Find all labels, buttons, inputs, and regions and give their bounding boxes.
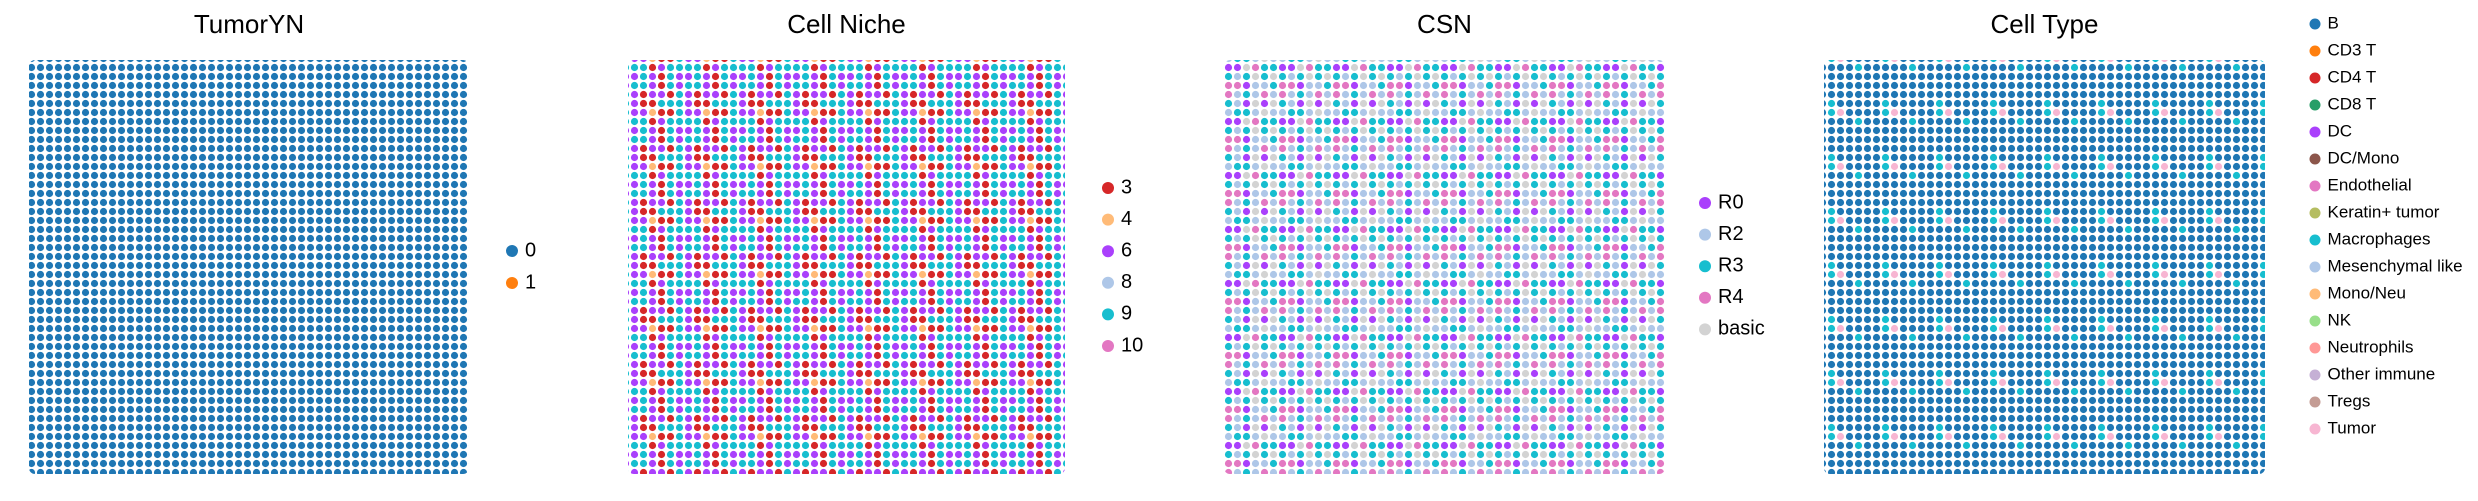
legend-label: Tregs bbox=[2328, 391, 2371, 410]
legend-marker bbox=[1699, 228, 1711, 241]
legend-label: R0 bbox=[1718, 191, 1744, 213]
legend-marker bbox=[1699, 260, 1711, 273]
legend-marker bbox=[1102, 276, 1114, 289]
legend-marker bbox=[2309, 342, 2321, 354]
legend-marker bbox=[506, 277, 518, 289]
legend-label: Tumor bbox=[2328, 418, 2377, 437]
legend-marker bbox=[2309, 207, 2321, 219]
legend-marker bbox=[2309, 180, 2321, 192]
legend-label: B bbox=[2328, 13, 2339, 32]
legend-marker bbox=[2309, 99, 2321, 111]
legend-marker bbox=[2309, 234, 2321, 246]
legend-label: CD3 T bbox=[2328, 40, 2377, 59]
legend-label: Other immune bbox=[2328, 364, 2436, 383]
legend-marker bbox=[2309, 315, 2321, 327]
legend-label: 9 bbox=[1121, 303, 1132, 325]
point-cloud bbox=[1824, 60, 2265, 474]
legend-marker bbox=[1102, 340, 1114, 352]
legend-marker bbox=[2309, 45, 2321, 57]
legend-marker bbox=[1699, 323, 1711, 336]
legend-label: Neutrophils bbox=[2328, 337, 2414, 356]
legend-marker bbox=[2309, 261, 2321, 273]
point-cloud bbox=[628, 60, 1065, 474]
chart-title: Cell Niche bbox=[787, 9, 906, 39]
legend-label: Endothelial bbox=[2328, 175, 2412, 194]
legend-label: 1 bbox=[525, 271, 536, 293]
legend-marker bbox=[2309, 126, 2321, 138]
legend-marker bbox=[1699, 197, 1711, 209]
legend-marker bbox=[2309, 153, 2321, 165]
legend-label: 3 bbox=[1121, 176, 1132, 198]
legend-label: 6 bbox=[1121, 239, 1132, 261]
legend-label: 4 bbox=[1121, 208, 1132, 230]
legend-marker bbox=[2309, 396, 2321, 408]
point-cloud bbox=[1224, 60, 1665, 474]
legend-marker bbox=[2309, 423, 2321, 435]
legend-label: basic bbox=[1718, 318, 1765, 340]
legend-label: R3 bbox=[1718, 254, 1744, 276]
legend-marker bbox=[1102, 213, 1114, 226]
legend-label: Macrophages bbox=[2328, 229, 2431, 248]
chart-title: Cell Type bbox=[1991, 9, 2099, 39]
legend-marker bbox=[1102, 308, 1114, 321]
legend-label: DC/Mono bbox=[2328, 148, 2400, 167]
chart-title: CSN bbox=[1417, 9, 1472, 39]
legend-label: 0 bbox=[525, 239, 536, 261]
legend-label: CD8 T bbox=[2328, 94, 2377, 113]
legend-label: Mesenchymal like bbox=[2328, 256, 2463, 275]
legend-marker bbox=[2309, 18, 2321, 30]
legend-marker bbox=[1102, 182, 1114, 194]
legend-label: NK bbox=[2328, 310, 2352, 329]
legend-label: 10 bbox=[1121, 334, 1143, 356]
legend-label: R4 bbox=[1718, 286, 1744, 308]
legend-label: Keratin+ tumor bbox=[2328, 202, 2440, 221]
legend-label: Mono/Neu bbox=[2328, 283, 2406, 302]
point-cloud bbox=[29, 60, 469, 474]
chart-title: TumorYN bbox=[194, 9, 304, 39]
legend-label: DC bbox=[2328, 121, 2353, 140]
legend-label: R2 bbox=[1718, 223, 1744, 245]
legend-marker bbox=[2309, 369, 2321, 381]
legend-marker bbox=[2309, 72, 2321, 84]
legend-marker bbox=[1699, 291, 1711, 304]
legend-marker bbox=[506, 245, 518, 257]
legend-label: CD4 T bbox=[2328, 67, 2377, 86]
legend-marker bbox=[2309, 288, 2321, 300]
legend-marker bbox=[1102, 245, 1114, 258]
legend-label: 8 bbox=[1121, 271, 1132, 293]
